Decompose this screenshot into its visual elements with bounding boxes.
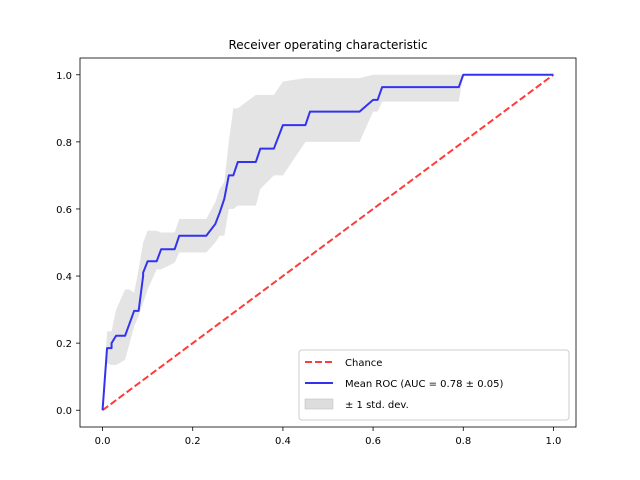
chance-line: [101, 73, 555, 412]
x-tick-label: 0.8: [455, 436, 471, 447]
axes-frame: [79, 57, 577, 428]
y-tick-label: 1.0: [56, 71, 72, 82]
legend-entry-std-dev-swatch: [304, 398, 334, 410]
x-tick-label: 0.2: [185, 436, 201, 447]
legend: Chance Mean ROC (AUC = 0.78 ± 0.05) ± 1 st…: [298, 349, 570, 421]
x-tick-label: 0.6: [365, 436, 381, 447]
x-tick-label: 1.0: [546, 436, 562, 447]
legend-box: [298, 349, 570, 421]
legend-entry-std-dev-label: ± 1 std. dev.: [345, 400, 409, 411]
legend-entry-chance-label: Chance: [345, 358, 382, 369]
mean-roc-line: [101, 73, 554, 411]
axes: 0.0 0.2 0.4 0.6 0.8 1.0 0.0 0.2 0.4 0.6 0.8 1.0: [56, 57, 577, 447]
x-tick-label: 0.0: [95, 436, 111, 447]
y-tick-label: 0.6: [56, 205, 72, 216]
x-tick-label: 0.4: [275, 436, 291, 447]
y-tick-label: 0.4: [56, 272, 72, 283]
legend-entry-mean-roc-label: Mean ROC (AUC = 0.78 ± 0.05): [345, 379, 503, 390]
plot-area: [101, 73, 555, 412]
y-tick-label: 0.2: [56, 339, 72, 350]
y-tick-label: 0.8: [56, 138, 72, 149]
chart-title: Receiver operating characteristic: [228, 38, 427, 52]
std-dev-band: [102, 74, 554, 411]
y-tick-label: 0.0: [56, 406, 72, 417]
